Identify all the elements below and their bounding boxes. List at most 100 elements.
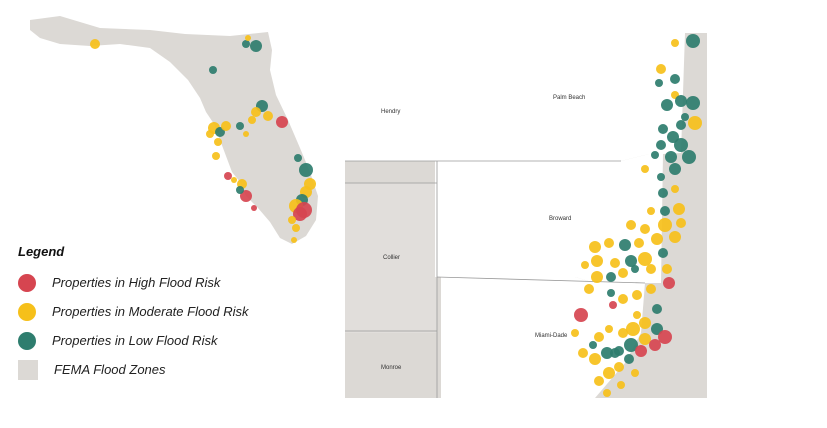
moderate-risk-marker [671,185,679,193]
low-risk-marker [619,239,631,251]
low-risk-marker [294,154,302,162]
moderate-risk-marker [626,322,640,336]
high-risk-marker [574,308,588,322]
county-label-broward: Broward [549,216,571,222]
legend-label: FEMA Flood Zones [54,362,166,377]
high-risk-marker [649,339,661,351]
low-risk-marker [589,341,597,349]
high-risk-marker [635,345,647,357]
moderate-risk-marker [671,39,679,47]
low-risk-marker [299,163,313,177]
county-labels: Hendry Palm Beach Collier Broward Monroe… [381,95,585,371]
moderate-risk-marker [291,237,297,243]
moderate-risk-marker [594,376,604,386]
moderate-risk-marker [669,231,681,243]
moderate-risk-swatch [18,302,36,321]
moderate-risk-marker [591,255,603,267]
legend-item-moderate-risk: Properties in Moderate Flood Risk [18,297,318,326]
low-risk-marker [658,188,668,198]
low-risk-marker [250,40,262,52]
high-risk-marker [609,301,617,309]
moderate-risk-marker [626,220,636,230]
left-property-markers [90,35,316,243]
moderate-risk-marker [618,268,628,278]
legend-label: Properties in Low Flood Risk [52,333,218,348]
low-risk-marker [236,186,244,194]
moderate-risk-marker [584,284,594,294]
legend-item-flood-zones: FEMA Flood Zones [18,355,318,384]
county-label-miami-dade: Miami-Dade [535,333,568,339]
legend-item-high-risk: Properties in High Flood Risk [18,268,318,297]
collier-area [345,183,437,333]
moderate-risk-marker [231,177,237,183]
low-risk-marker [607,289,615,297]
broward-county-area [435,153,663,283]
county-label-monroe: Monroe [381,365,402,371]
moderate-risk-marker [647,207,655,215]
county-border [436,276,646,284]
moderate-risk-marker [248,116,256,124]
low-risk-marker [236,122,244,130]
florida-landmass [30,16,318,244]
moderate-risk-marker [292,224,300,232]
moderate-risk-marker [641,165,649,173]
low-risk-marker [681,113,689,121]
moderate-risk-marker [90,39,100,49]
legend-label: Properties in Moderate Flood Risk [52,304,249,319]
high-risk-marker [663,277,675,289]
low-risk-marker [658,248,668,258]
low-risk-marker [651,323,663,335]
low-risk-marker [651,151,659,159]
moderate-risk-marker [251,107,261,117]
moderate-risk-marker [640,224,650,234]
low-risk-marker [676,120,686,130]
moderate-risk-marker [634,238,644,248]
high-risk-marker [251,205,257,211]
low-risk-marker [601,347,613,359]
moderate-risk-marker [617,381,625,389]
moderate-risk-marker [581,261,589,269]
moderate-risk-marker [633,311,641,319]
moderate-risk-marker [618,294,628,304]
moderate-risk-marker [571,329,579,337]
moderate-risk-marker [206,130,214,138]
moderate-risk-marker [673,203,685,215]
low-risk-marker [631,265,639,273]
low-risk-marker [665,151,677,163]
map-legend: Legend Properties in High Flood Risk Pro… [18,244,318,384]
low-risk-marker [655,79,663,87]
moderate-risk-marker [676,218,686,228]
miami-dade-county-area [441,277,645,398]
county-label-palm-beach: Palm Beach [553,95,585,101]
high-risk-marker [240,190,252,202]
moderate-risk-marker [221,121,231,131]
moderate-risk-marker [594,332,604,342]
moderate-risk-marker [639,333,651,345]
low-risk-marker [686,34,700,48]
moderate-risk-marker [214,138,222,146]
low-risk-marker [669,163,681,175]
south-florida-detail-map: Hendry Palm Beach Collier Broward Monroe… [345,33,707,398]
low-risk-marker [658,124,668,134]
low-risk-marker [667,131,679,143]
low-risk-marker [610,348,620,358]
low-risk-marker [624,354,634,364]
flood-zone-swatch [18,359,38,380]
moderate-risk-marker [589,353,601,365]
moderate-risk-marker [651,233,663,245]
moderate-risk-marker [604,238,614,248]
low-risk-marker [652,304,662,314]
county-label-collier: Collier [383,255,400,261]
moderate-risk-marker [603,367,615,379]
low-risk-marker [670,74,680,84]
moderate-risk-marker [263,111,273,121]
moderate-risk-marker [646,264,656,274]
moderate-risk-marker [589,241,601,253]
low-risk-marker [242,40,250,48]
high-risk-marker [293,207,307,221]
moderate-risk-marker [662,264,672,274]
moderate-risk-marker [632,290,642,300]
moderate-risk-marker [243,131,249,137]
florida-overview-map [30,16,318,244]
moderate-risk-marker [658,218,672,232]
